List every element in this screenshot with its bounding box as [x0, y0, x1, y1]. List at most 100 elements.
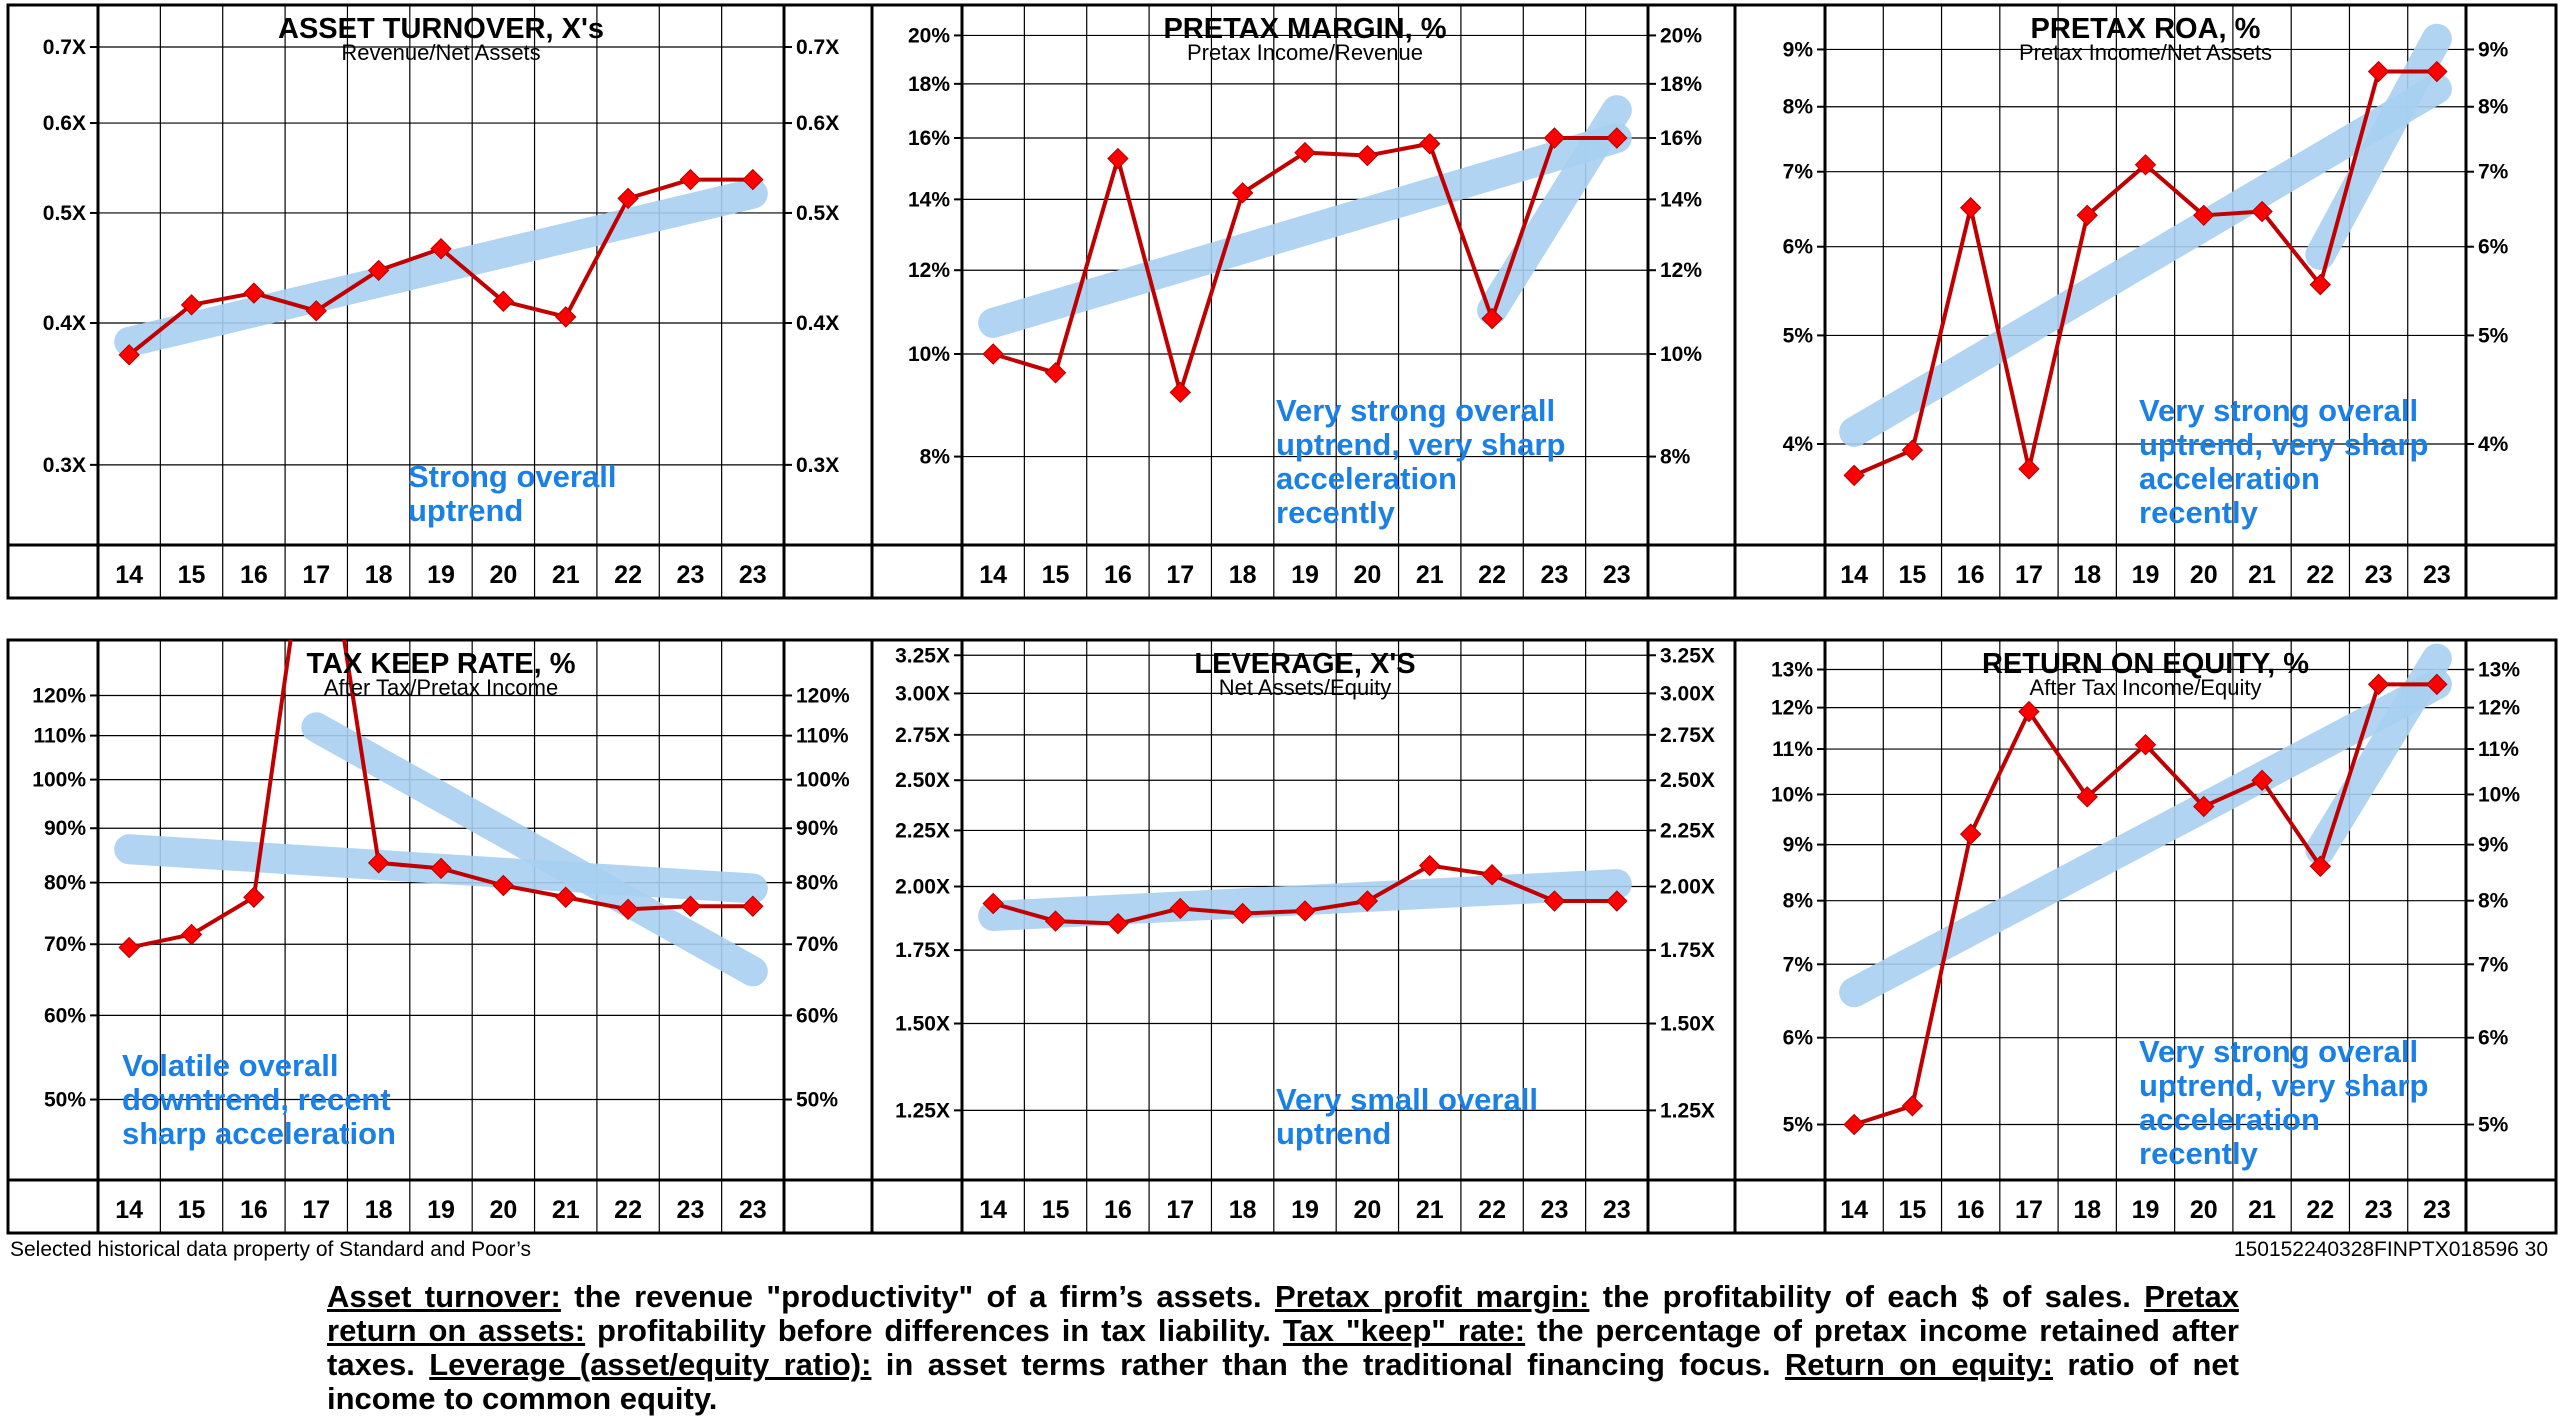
x-tick-label: 19	[2132, 561, 2160, 589]
y-tick-label-right: 2.00X	[1660, 876, 1715, 899]
chart-annotation: recently	[2139, 1136, 2259, 1171]
y-tick-label-left: 16%	[908, 127, 950, 150]
data-point	[2367, 60, 2390, 83]
definition-text: ratio of net income to common equity.	[327, 1347, 2239, 1416]
y-tick-label-left: 1.25X	[895, 1099, 950, 1122]
y-tick-label-left: 11%	[1772, 738, 1813, 761]
y-tick-label-left: 6%	[1783, 1027, 1814, 1050]
chart-title: RETURN ON EQUITY, %	[1982, 648, 2309, 680]
x-tick-label: 14	[1840, 561, 1868, 589]
chart-panel-3: 50% 50% 60% 60% 70% 70% 80% 80% 90% 90% 100% 100% 11…	[6, 638, 876, 1235]
data-point	[555, 306, 577, 328]
y-tick-label-right: 20%	[1660, 24, 1702, 47]
chart-subtitle: After Tax/Pretax Income	[324, 675, 558, 700]
y-tick-label-left: 13%	[1771, 658, 1813, 681]
x-tick-label: 20	[489, 561, 517, 589]
trend-band	[1839, 73, 2452, 447]
y-tick-label-left: 70%	[44, 933, 86, 956]
y-tick-label-left: 8%	[920, 446, 951, 469]
x-tick-label: 22	[2306, 561, 2334, 589]
y-tick-label-left: 60%	[44, 1004, 86, 1027]
ratio-charts-grid: 0.3X 0.3X 0.4X 0.4X 0.5X 0.5X 0.6X 0.6X 0.7X 0.7X…	[6, 3, 2558, 1235]
chart-annotation: downtrend, recent	[122, 1082, 391, 1117]
x-tick-label: 19	[427, 561, 455, 589]
data-point	[2134, 734, 2157, 756]
data-point	[2018, 700, 2040, 723]
chart-annotation: uptrend	[408, 493, 523, 528]
x-tick-label: 23	[1603, 1196, 1631, 1224]
definition-text: the profitability of each $ of sales.	[1589, 1279, 2145, 1314]
x-tick-label: 16	[1104, 1196, 1132, 1224]
data-point	[555, 886, 577, 908]
x-tick-label: 19	[1291, 561, 1319, 589]
y-tick-label-left: 1.50X	[895, 1013, 950, 1036]
x-tick-label: 23	[677, 1196, 705, 1224]
data-point	[1419, 133, 1441, 155]
y-tick-label-right: 3.00X	[1660, 682, 1715, 705]
data-point	[243, 282, 265, 304]
y-tick-label-left: 10%	[1771, 783, 1813, 806]
plot-area	[1839, 23, 2452, 487]
x-tick-label: 22	[1478, 1196, 1506, 1224]
y-tick-label-right: 60%	[796, 1004, 838, 1027]
data-point	[679, 895, 702, 917]
trend-band	[301, 712, 768, 987]
y-tick-label-right: 0.3X	[796, 454, 839, 477]
y-tick-label-right: 0.4X	[796, 312, 839, 335]
chart-title: LEVERAGE, X'S	[1194, 648, 1415, 680]
x-tick-label: 22	[614, 1196, 642, 1224]
data-point	[982, 343, 1004, 365]
y-tick-label-right: 2.50X	[1660, 769, 1715, 792]
y-tick-label-left: 3.25X	[895, 644, 950, 667]
data-point	[1231, 182, 1254, 204]
y-tick-label-right: 11%	[2478, 738, 2519, 761]
definition-term: Pretax profit margin:	[1274, 1279, 1590, 1314]
data-point	[2193, 204, 2215, 227]
data-point	[1169, 381, 1191, 404]
data-point	[2309, 273, 2332, 296]
y-tick-label-left: 12%	[1771, 697, 1813, 720]
definition-term: Leverage (asset/equity ratio):	[429, 1347, 872, 1382]
y-tick-label-left: 4%	[1783, 433, 1814, 456]
y-tick-label-left: 0.3X	[43, 454, 86, 477]
plot-area	[978, 854, 1632, 935]
data-point	[180, 294, 203, 316]
y-tick-label-right: 2.25X	[1660, 819, 1715, 842]
x-tick-label: 17	[302, 1196, 330, 1224]
y-tick-label-right: 3.25X	[1660, 644, 1715, 667]
data-point	[2018, 458, 2040, 480]
chart-annotation: uptrend, very sharp	[2139, 427, 2428, 462]
data-point	[2426, 60, 2448, 83]
y-tick-label-left: 10%	[908, 343, 950, 366]
data-point	[492, 874, 515, 897]
data-point	[1959, 823, 1982, 845]
definition-term: Pretax return on assets:	[327, 1279, 2239, 1348]
y-tick-label-left: 9%	[1783, 834, 1814, 857]
chart-panel-0: 0.3X 0.3X 0.4X 0.4X 0.5X 0.5X 0.6X 0.6X 0.7X 0.7X…	[6, 3, 876, 600]
x-tick-label: 20	[2190, 561, 2218, 589]
y-tick-label-left: 8%	[1783, 96, 1814, 119]
y-tick-label-right: 5%	[2478, 324, 2509, 347]
x-tick-label: 23	[2365, 1196, 2393, 1224]
plot-area	[114, 168, 768, 366]
data-point	[1419, 854, 1441, 877]
chart-annotation: acceleration	[2139, 461, 2320, 496]
data-point	[430, 857, 452, 880]
x-tick-label: 14	[979, 1196, 1007, 1224]
y-tick-label-right: 70%	[796, 933, 838, 956]
trend-band	[1839, 669, 2452, 1008]
y-tick-label-left: 9%	[1783, 38, 1814, 61]
chart-annotation: Strong overall	[408, 459, 616, 494]
data-point	[367, 852, 390, 874]
y-tick-label-left: 20%	[908, 24, 950, 47]
x-tick-label: 17	[2015, 561, 2043, 589]
y-tick-label-left: 0.7X	[43, 36, 86, 59]
y-tick-label-right: 110%	[796, 725, 849, 748]
y-tick-label-left: 7%	[1783, 161, 1814, 184]
x-tick-label: 17	[1166, 1196, 1194, 1224]
x-tick-label: 15	[178, 1196, 206, 1224]
y-tick-label-left: 3.00X	[895, 682, 950, 705]
y-tick-label-left: 2.75X	[895, 724, 950, 747]
y-tick-label-right: 90%	[796, 817, 838, 840]
chart-annotation: acceleration	[1276, 461, 1457, 496]
